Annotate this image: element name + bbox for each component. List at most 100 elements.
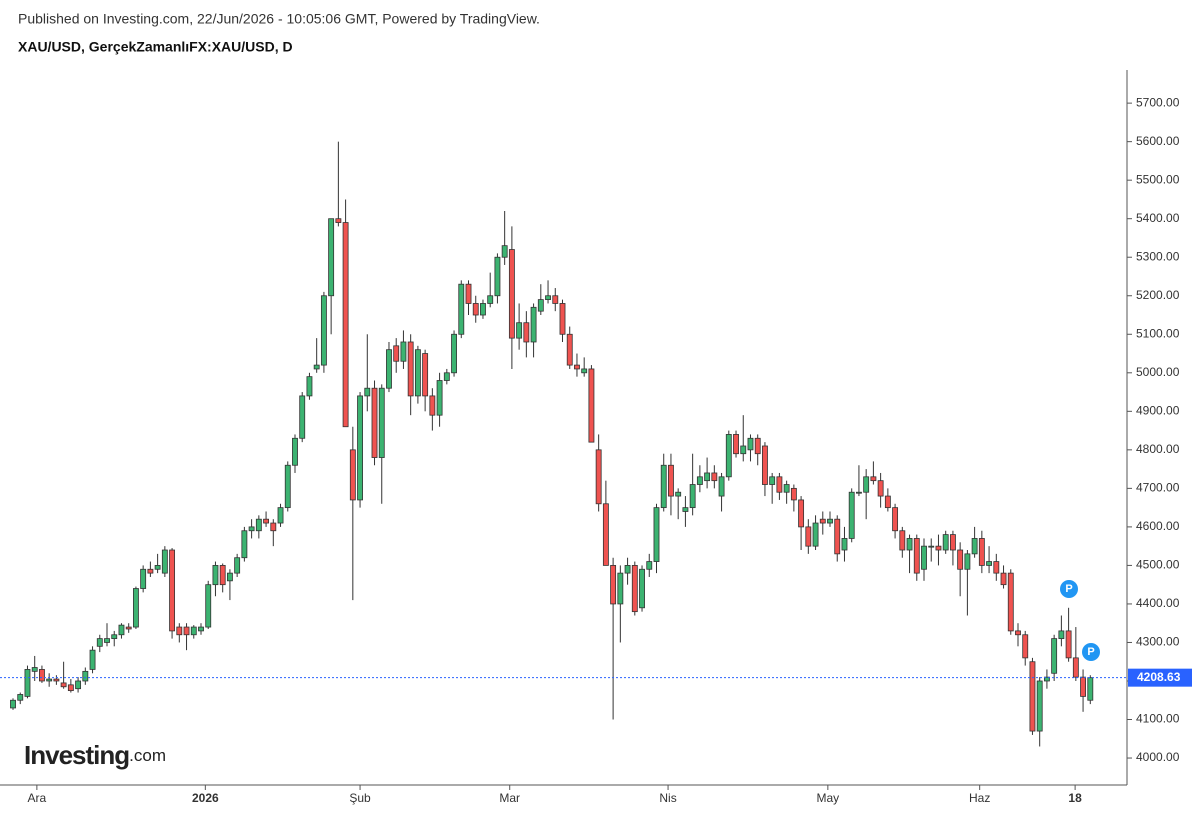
candle-body [248,526,255,532]
candle-body [10,699,16,709]
y-tick-label: 4400.00 [1136,596,1180,610]
y-tick-label: 4700.00 [1136,481,1180,495]
candle-body [516,322,523,339]
candle-body [429,395,436,416]
logo-name: Investing [24,740,129,770]
marker: P [1065,583,1072,595]
candle-body [834,518,841,555]
candle-body [870,476,877,482]
candle-body [169,549,176,632]
candle-body [892,507,899,532]
candle-body [523,322,530,343]
candle-body [349,449,356,501]
candle-body [986,561,993,566]
candle-body [993,561,1000,574]
candle-body [639,568,645,609]
candle-body [819,518,826,524]
candle-body [89,649,96,670]
y-tick-label: 4500.00 [1136,558,1180,572]
x-tick-label: 2026 [192,791,219,805]
candle-body [118,624,125,636]
candle-body [443,372,450,381]
candle-body [1051,638,1058,674]
candle-body [31,667,38,672]
candle-body [899,530,906,551]
candle-body [595,449,602,505]
candle-body [798,499,805,528]
candle-body [783,484,790,493]
x-tick-label: May [817,791,840,805]
candle-body [371,387,378,458]
candle-body [219,565,226,586]
candle-body [342,222,349,428]
candle-body [328,218,335,297]
candle-body [574,364,580,370]
candle-body [234,557,241,574]
candle-body [422,353,429,397]
candle-body [689,484,696,509]
candle-body [306,376,313,397]
candle-body [190,626,197,636]
y-tick-label: 5500.00 [1136,172,1180,186]
symbol-line: XAU/USD, GerçekZamanlıFX:XAU/USD, D [18,39,293,55]
y-tick-label: 5200.00 [1136,288,1180,302]
candle-body [617,572,624,605]
candle-body [17,694,24,701]
candle-body [320,295,327,366]
candle-body [668,464,674,497]
candle-body [1087,677,1094,701]
y-tick-label: 4300.00 [1136,635,1180,649]
candle-body [270,522,277,532]
candle-body [284,464,291,509]
x-tick-label: Şub [349,791,371,805]
candle-body [104,638,110,643]
candle-body [827,518,833,524]
candle-body [935,545,942,551]
marker-icon [1060,580,1078,598]
x-tick-label: Mar [499,791,520,805]
candle-body [364,387,371,397]
candle-body [559,303,566,335]
candle-body [704,472,711,482]
candle-body [805,526,812,547]
candle-body [487,295,494,304]
candle-body [292,437,298,466]
y-tick-label: 5700.00 [1136,95,1180,109]
candle-body [183,626,190,636]
logo-suffix: .com [129,746,166,765]
candle-body [581,368,588,374]
candle-body [624,565,631,574]
candle-body [1007,572,1014,632]
candle-body [277,507,284,524]
candle-body [1029,661,1036,732]
candle-body [357,395,363,501]
candle-body [60,682,67,688]
candle-body [588,368,595,443]
candle-body [602,503,609,566]
candle-body [841,538,848,551]
y-tick-label: 5000.00 [1136,365,1180,379]
candle-body [776,476,783,493]
candle-body [812,522,819,547]
candle-body [147,568,154,574]
candle-body [790,487,797,501]
candle-body [53,678,60,682]
candle-body [176,626,183,636]
candle-body [161,549,168,574]
candle-body [1065,630,1072,659]
candle-body [494,256,501,297]
candle-body [198,626,204,632]
y-tick-label: 5300.00 [1136,249,1180,263]
candle-body [46,678,53,682]
candle-body [740,445,747,455]
candle-body [884,495,891,509]
candle-body [414,349,421,397]
candle-body [921,545,927,570]
candle-body [39,669,45,682]
y-tick-label: 4100.00 [1136,712,1180,726]
y-tick-label: 4900.00 [1136,403,1180,417]
candle-body [400,341,407,362]
candle-body [856,491,862,494]
candle-body [96,638,103,647]
candle-body [646,561,653,570]
